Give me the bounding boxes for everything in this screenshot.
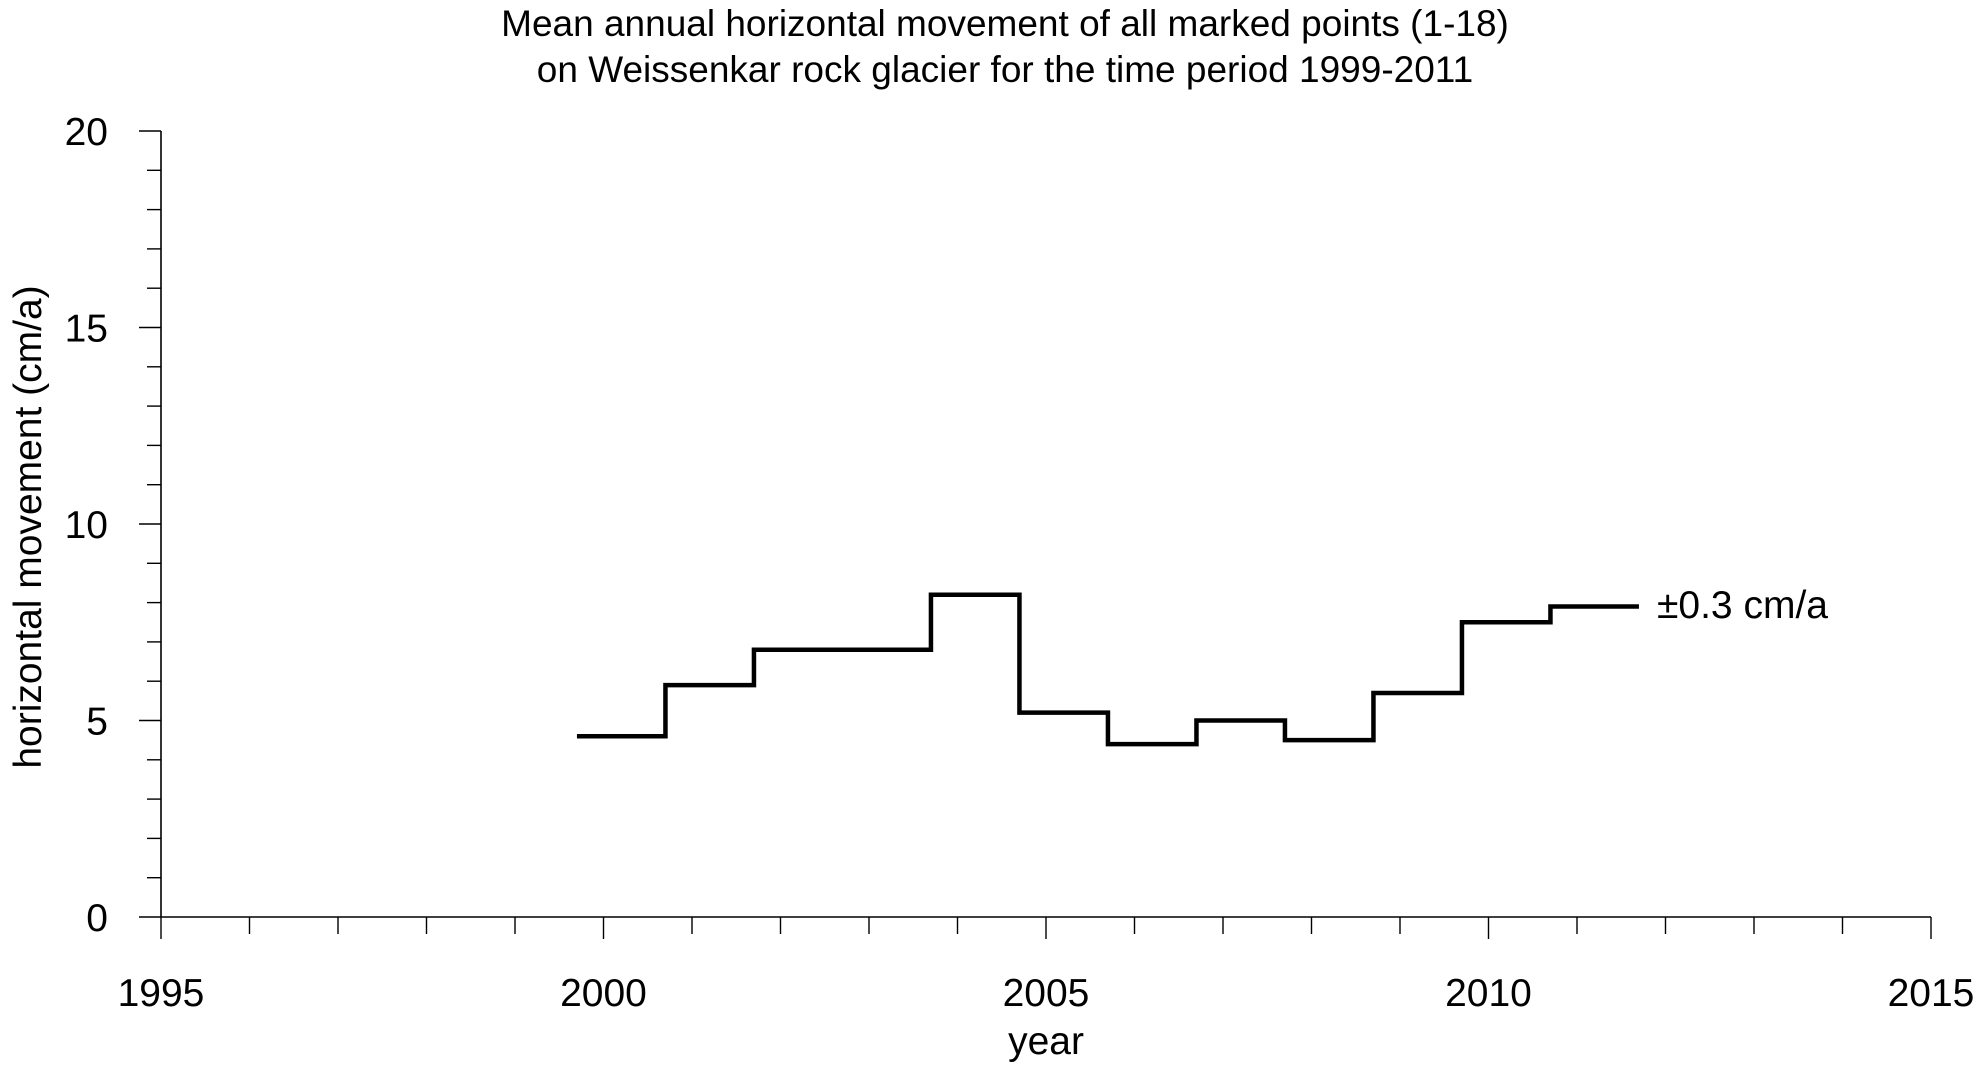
x-tick-label: 2000 [560, 972, 647, 1015]
chart-title-line-1: Mean annual horizontal movement of all m… [501, 3, 1509, 44]
x-tick-label: 2010 [1445, 972, 1532, 1015]
y-tick-label: 10 [65, 504, 108, 547]
axes [139, 130, 1932, 939]
step-series-line [576, 592, 1639, 747]
y-tick-label: 5 [86, 701, 108, 744]
x-tick-labels: 1995 2000 2005 2010 2015 [118, 972, 1975, 1015]
y-tick-labels: 0 5 10 15 20 [65, 111, 108, 940]
y-tick-label: 0 [86, 897, 108, 940]
x-tick-label: 2005 [1003, 972, 1090, 1015]
chart-title-line-2: on Weissenkar rock glacier for the time … [537, 49, 1473, 90]
x-axis-title: year [1008, 1020, 1084, 1063]
error-annotation: ±0.3 cm/a [1657, 584, 1828, 627]
x-tick-label: 1995 [118, 972, 205, 1015]
series-layer [576, 592, 1639, 747]
y-axis-title: horizontal movement (cm/a) [7, 285, 50, 768]
y-tick-label: 15 [65, 308, 108, 351]
chart-title: Mean annual horizontal movement of all m… [501, 3, 1509, 90]
y-tick-label: 20 [65, 111, 108, 154]
x-tick-label: 2015 [1888, 972, 1975, 1015]
